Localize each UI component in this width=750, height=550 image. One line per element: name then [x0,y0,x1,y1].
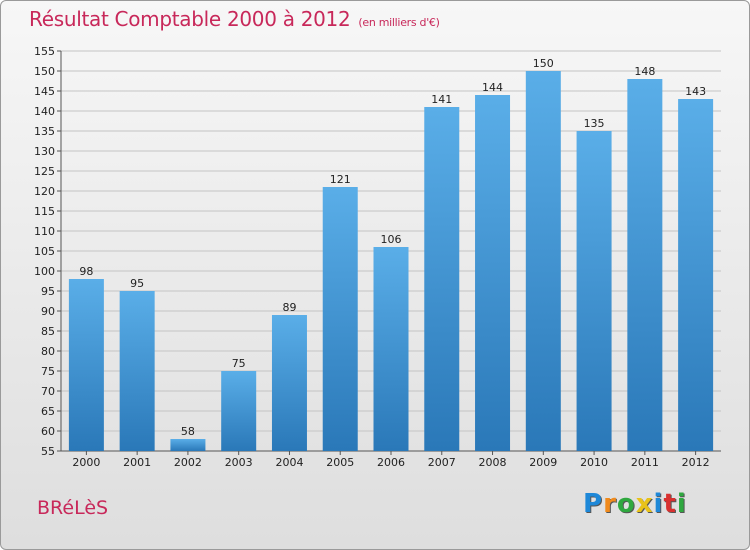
x-tick-label: 2007 [428,456,456,469]
bar [119,291,155,451]
x-tick-label: 2003 [225,456,253,469]
y-tick-label: 150 [34,65,55,78]
bar [525,71,561,451]
y-tick-label: 65 [41,405,55,418]
logo-letter: x [635,489,654,519]
y-tick-label: 155 [34,45,55,58]
data-label: 75 [232,357,246,370]
bar [221,371,257,451]
y-tick-label: 140 [34,105,55,118]
x-tick-label: 2009 [529,456,557,469]
y-tick-label: 100 [34,265,55,278]
y-tick-label: 60 [41,425,55,438]
y-tick-label: 75 [41,365,55,378]
bar [576,131,612,451]
data-label: 148 [634,65,655,78]
x-tick-label: 2008 [479,456,507,469]
logo-letter: i [676,489,687,519]
x-tick-label: 2012 [682,456,710,469]
y-tick-label: 145 [34,85,55,98]
y-tick-label: 70 [41,385,55,398]
bar [373,247,409,451]
data-label: 150 [533,57,554,70]
y-tick-label: 55 [41,445,55,458]
bar [475,95,511,451]
data-label: 95 [130,277,144,290]
bar [68,279,104,451]
data-label: 89 [282,301,296,314]
logo-letter: i [653,489,664,519]
data-label: 121 [330,173,351,186]
bar [170,439,206,451]
bar [678,99,714,451]
data-label: 106 [381,233,402,246]
y-tick-label: 130 [34,145,55,158]
x-tick-label: 2001 [123,456,151,469]
bar [424,107,460,451]
bar [627,79,663,451]
y-tick-label: 110 [34,225,55,238]
bar [322,187,358,451]
proxiti-logo[interactable]: Proxiti [583,489,687,519]
data-label: 141 [431,93,452,106]
y-tick-label: 115 [34,205,55,218]
y-tick-label: 95 [41,285,55,298]
chart-subtitle: (en milliers d'€) [358,16,440,29]
data-label: 143 [685,85,706,98]
y-tick-label: 105 [34,245,55,258]
y-tick-label: 80 [41,345,55,358]
x-tick-label: 2006 [377,456,405,469]
y-tick-label: 125 [34,165,55,178]
data-label: 144 [482,81,503,94]
data-label: 98 [79,265,93,278]
bar [271,315,307,451]
x-tick-label: 2011 [631,456,659,469]
chart-title-text: Résultat Comptable 2000 à 2012 [29,7,351,31]
x-tick-label: 2004 [275,456,303,469]
logo-letter: P [583,489,604,519]
x-tick-label: 2000 [72,456,100,469]
x-tick-label: 2005 [326,456,354,469]
logo-letter: t [663,489,677,519]
y-tick-label: 120 [34,185,55,198]
y-tick-label: 135 [34,125,55,138]
chart-title: Résultat Comptable 2000 à 2012 (en millie… [29,7,440,31]
y-tick-label: 90 [41,305,55,318]
logo-letter: o [616,489,636,519]
logo-letter: r [603,489,617,519]
data-label: 58 [181,425,195,438]
data-label: 135 [584,117,605,130]
town-name: BRéLèS [37,497,109,519]
y-tick-label: 85 [41,325,55,338]
x-tick-label: 2002 [174,456,202,469]
x-tick-label: 2010 [580,456,608,469]
